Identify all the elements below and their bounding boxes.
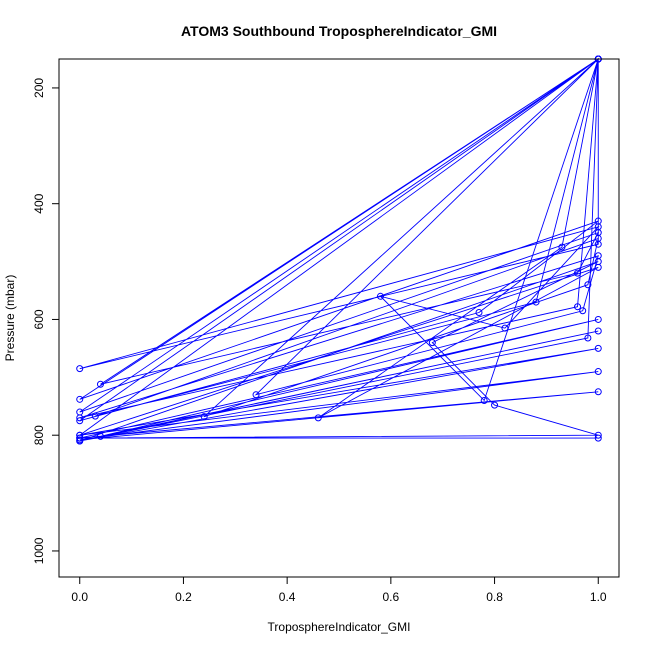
x-tick-label: 0.4: [279, 590, 296, 604]
y-tick-label: 800: [32, 425, 46, 445]
data-point: [491, 401, 499, 409]
data-point: [594, 434, 602, 442]
x-tick-label: 0.6: [383, 590, 400, 604]
plot-frame: [58, 58, 620, 578]
x-tick-label: 0.8: [486, 590, 503, 604]
data-point: [76, 431, 84, 439]
data-point: [252, 391, 260, 399]
data-point: [594, 388, 602, 396]
data-point: [376, 292, 384, 300]
x-tick-label: 0.2: [175, 590, 192, 604]
data-point: [428, 339, 436, 347]
data-point: [200, 413, 208, 421]
data-point: [594, 431, 602, 439]
data-point: [96, 432, 104, 440]
data-point: [475, 309, 483, 316]
data-point: [594, 327, 602, 335]
chart-title: ATOM3 Southbound TroposphereIndicator_GM…: [181, 23, 497, 39]
plot-area: [76, 55, 602, 445]
data-point: [574, 269, 582, 277]
data-point: [594, 258, 602, 266]
series-line: [79, 57, 600, 442]
data-point: [584, 334, 592, 342]
data-point: [558, 243, 566, 251]
data-point: [96, 380, 104, 388]
data-point: [594, 344, 602, 352]
x-axis-label: TroposphereIndicator_GMI: [268, 620, 411, 634]
data-point: [76, 417, 84, 425]
x-axis: 0.0 0.2 0.4 0.6 0.8 1.0: [71, 576, 607, 604]
data-point: [76, 365, 84, 373]
data-point: [314, 414, 322, 422]
data-point: [594, 368, 602, 376]
data-point: [76, 434, 84, 442]
data-point: [594, 217, 602, 225]
x-tick-label: 0.0: [71, 590, 88, 604]
data-point: [584, 281, 592, 289]
data-point: [594, 234, 602, 242]
data-point: [579, 307, 587, 315]
x-tick-label: 1.0: [590, 590, 607, 604]
data-point: [532, 298, 540, 306]
data-point: [574, 303, 582, 311]
data-point: [480, 396, 488, 404]
data-point: [76, 395, 84, 403]
y-axis: 200 400 600 800 1000: [32, 78, 60, 564]
data-point: [594, 315, 602, 323]
y-tick-label: 600: [32, 309, 46, 329]
data-point: [76, 414, 84, 422]
data-point: [501, 324, 509, 332]
y-axis-label: Pressure (mbar): [3, 275, 17, 362]
y-tick-label: 400: [32, 193, 46, 213]
y-tick-label: 1000: [32, 537, 46, 564]
y-tick-label: 200: [32, 78, 46, 98]
data-point: [91, 412, 99, 420]
